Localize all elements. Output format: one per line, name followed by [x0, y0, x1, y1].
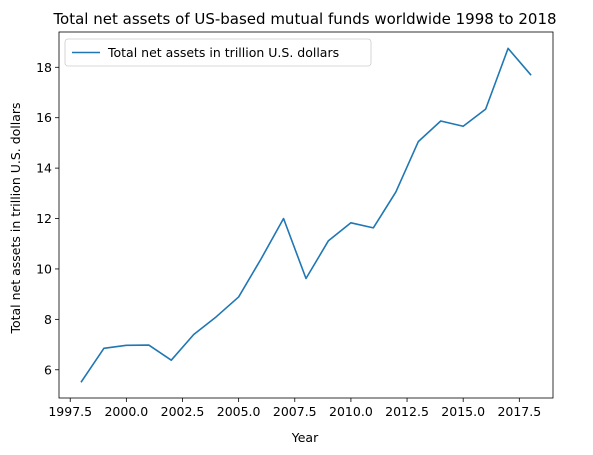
- x-tick-label: 2005.0: [217, 404, 261, 419]
- x-tick-label: 2002.5: [161, 404, 205, 419]
- y-tick-label: 14: [36, 161, 52, 176]
- legend-label: Total net assets in trillion U.S. dollar…: [107, 45, 339, 60]
- legend: Total net assets in trillion U.S. dollar…: [65, 39, 371, 66]
- y-tick-label: 18: [36, 60, 52, 75]
- y-tick-label: 10: [36, 261, 52, 276]
- y-tick-label: 8: [44, 312, 52, 327]
- x-tick-label: 2012.5: [385, 404, 429, 419]
- y-axis-label: Total net assets in trillion U.S. dollar…: [8, 102, 23, 334]
- y-tick-label: 12: [36, 211, 52, 226]
- x-axis-label: Year: [291, 430, 319, 445]
- x-tick-label: 2007.5: [273, 404, 317, 419]
- y-tick-label: 6: [44, 362, 52, 377]
- x-tick-label: 2000.0: [104, 404, 148, 419]
- x-tick-label: 1997.5: [48, 404, 92, 419]
- x-tick-label: 2017.5: [497, 404, 541, 419]
- y-tick-label: 16: [36, 110, 52, 125]
- x-tick-label: 2015.0: [441, 404, 485, 419]
- x-tick-label: 2010.0: [329, 404, 373, 419]
- chart-title: Total net assets of US-based mutual fund…: [52, 10, 556, 28]
